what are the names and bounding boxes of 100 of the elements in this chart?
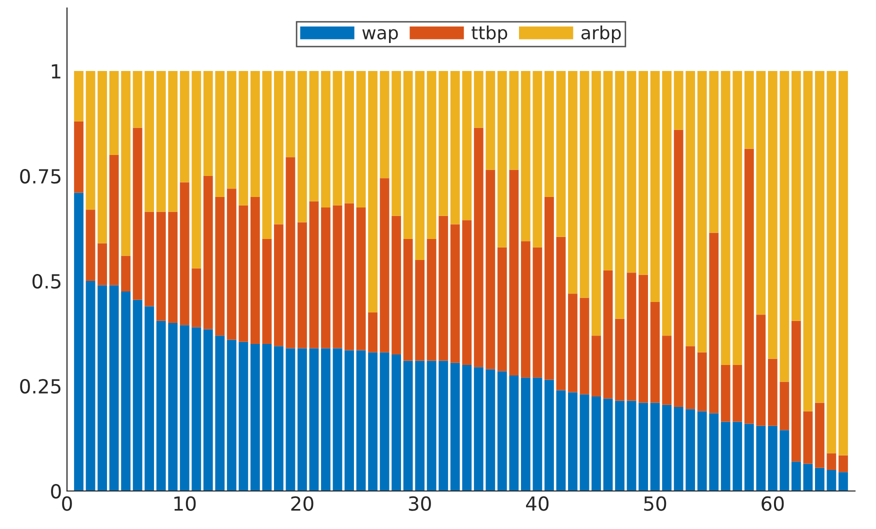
bar: [286, 348, 296, 491]
bar: [168, 212, 178, 323]
bar: [321, 348, 330, 491]
bar: [403, 360, 413, 491]
bar: [298, 222, 307, 348]
bar: [497, 247, 507, 372]
bar: [215, 197, 225, 336]
bar: [650, 302, 660, 403]
bar: [438, 360, 448, 491]
bar: [332, 348, 342, 491]
bar: [368, 312, 378, 352]
bar: [532, 378, 542, 491]
x-tick-label: 10: [174, 496, 196, 511]
bar: [344, 203, 354, 350]
bar: [532, 247, 542, 378]
x-tick-label: 30: [408, 496, 431, 511]
bar: [192, 268, 202, 328]
bar: [415, 360, 425, 491]
bar: [392, 216, 402, 354]
bar: [497, 71, 507, 248]
bar: [720, 71, 730, 365]
bar: [709, 71, 719, 233]
bar: [803, 411, 813, 464]
bar: [286, 71, 296, 158]
bar: [568, 392, 578, 491]
bar: [580, 298, 590, 394]
bar: [732, 365, 742, 422]
bar: [474, 128, 484, 368]
bar: [74, 192, 84, 491]
bar: [109, 285, 119, 491]
bar: [368, 71, 378, 312]
x-tick-label: 40: [526, 496, 549, 511]
bar: [709, 232, 719, 414]
bar: [720, 422, 730, 491]
bar: [238, 342, 248, 491]
bar: [732, 422, 742, 491]
bar: [638, 274, 648, 403]
bar: [744, 71, 754, 149]
bar: [838, 71, 848, 456]
bar: [144, 71, 154, 212]
bar: [497, 371, 507, 491]
bar: [462, 71, 472, 220]
bar: [356, 71, 366, 208]
bar: [603, 398, 613, 491]
bar: [592, 396, 601, 491]
bar: [156, 212, 166, 321]
bar: [98, 71, 107, 244]
bar: [603, 71, 613, 270]
bar: [697, 352, 707, 412]
bar: [203, 176, 213, 330]
bar: [744, 148, 754, 424]
bar: [626, 71, 636, 273]
x-tick-label: 0: [62, 496, 72, 511]
bar: [450, 71, 460, 224]
bar: [650, 402, 660, 491]
bar: [86, 281, 96, 491]
bar: [250, 197, 260, 344]
bar: [462, 365, 472, 491]
bar: [592, 336, 601, 396]
bar: [509, 376, 519, 491]
bar: [826, 71, 836, 454]
bar: [780, 430, 790, 491]
bar: [98, 243, 107, 286]
bar: [826, 453, 836, 470]
bar: [226, 340, 236, 491]
bar: [74, 71, 84, 122]
bar: [321, 71, 330, 208]
bar: [156, 71, 166, 212]
bar: [626, 400, 636, 491]
bar: [780, 382, 790, 430]
bar: [474, 367, 484, 491]
bar: [662, 336, 672, 405]
bar: [580, 394, 590, 491]
bar: [250, 344, 260, 491]
bar: [556, 71, 566, 237]
bar: [203, 329, 213, 491]
bar: [109, 155, 119, 286]
bar: [592, 71, 601, 336]
bar: [662, 404, 672, 491]
bar: [274, 224, 284, 346]
bar: [709, 413, 719, 491]
bar: [274, 71, 284, 224]
bar: [615, 71, 624, 319]
bar: [438, 216, 448, 361]
bar: [226, 71, 236, 189]
bar: [368, 352, 378, 491]
bar: [215, 71, 225, 197]
bar: [803, 464, 813, 491]
bar: [686, 71, 696, 346]
bar: [132, 300, 142, 491]
bar: [815, 402, 824, 468]
bar: [544, 380, 554, 491]
bar: [332, 205, 342, 348]
bar: [638, 71, 648, 275]
y-tick-label: 0: [51, 484, 61, 499]
bar: [121, 256, 131, 292]
bar: [756, 314, 766, 426]
bar: [791, 71, 801, 321]
bar: [403, 239, 413, 361]
bar: [86, 210, 96, 281]
